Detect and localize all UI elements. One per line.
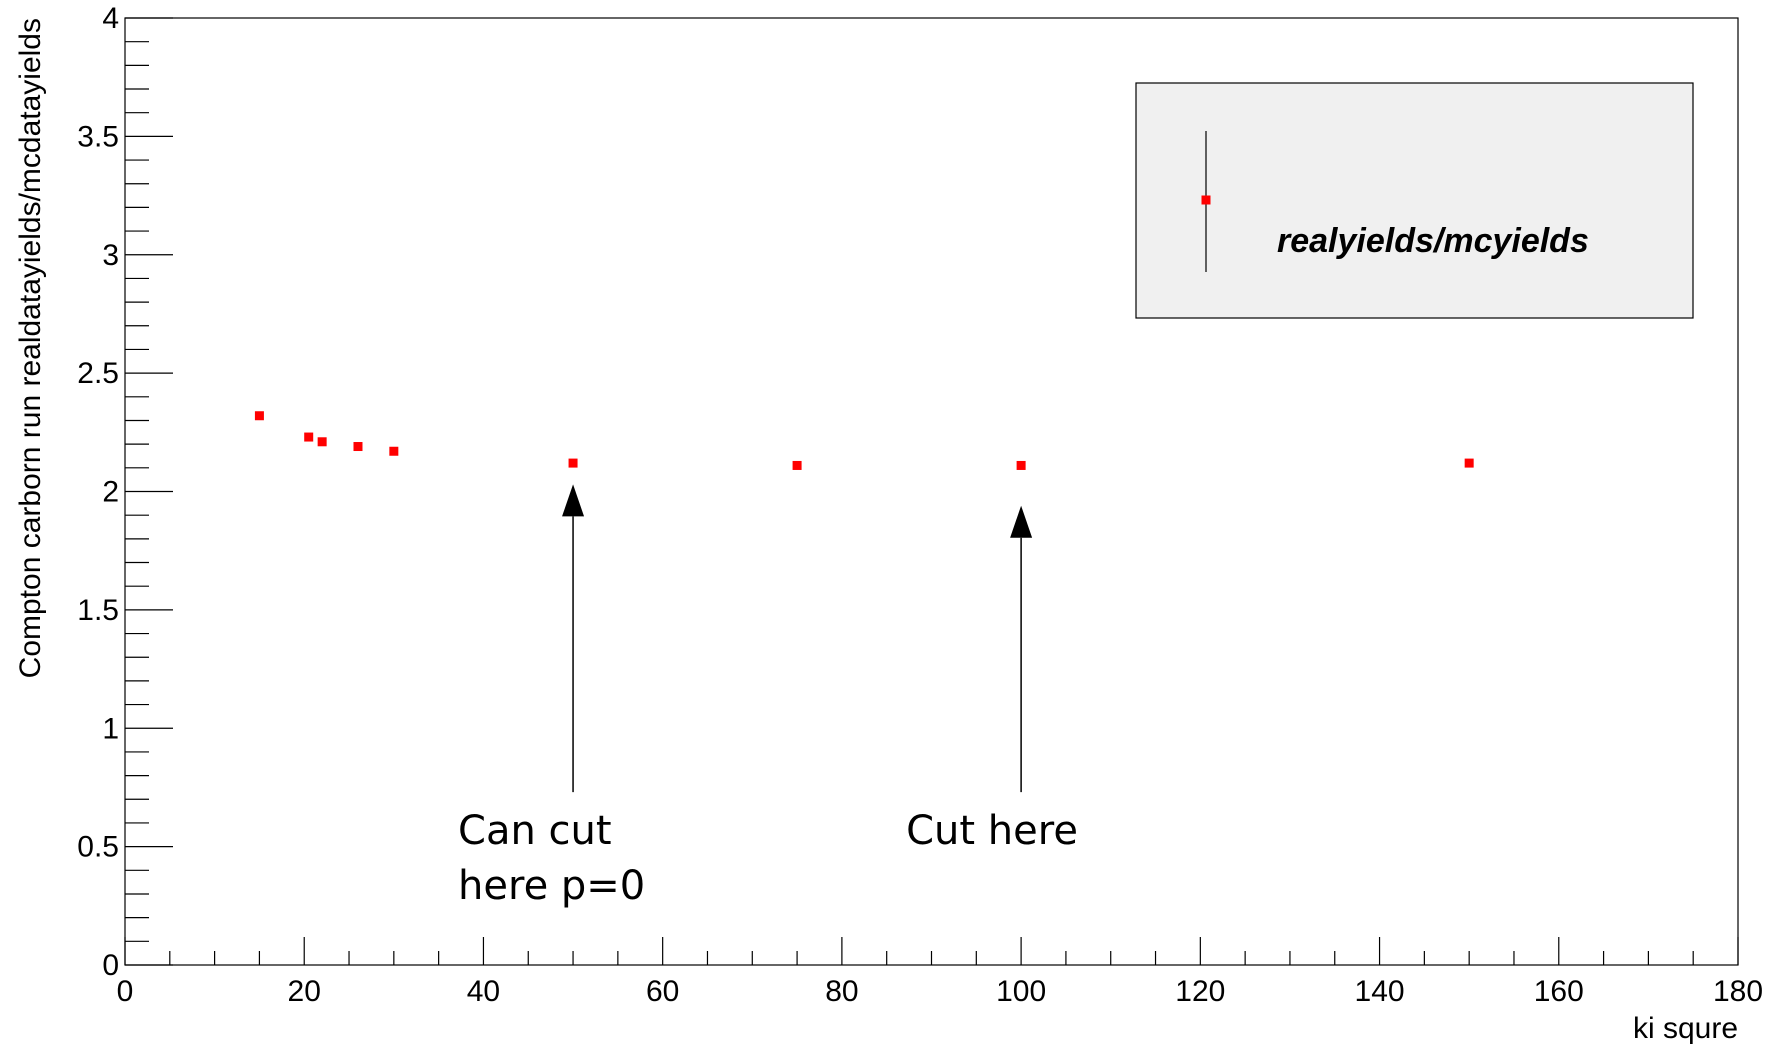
data-points bbox=[254, 411, 1474, 470]
y-tick-label: 2 bbox=[102, 476, 119, 509]
y-tick-label: 4 bbox=[102, 2, 119, 35]
y-axis-title: Compton carborn run realdatayields/mcdat… bbox=[14, 18, 47, 678]
x-tick-label: 20 bbox=[288, 975, 321, 1008]
x-tick-label: 100 bbox=[996, 975, 1046, 1008]
y-tick-label: 3.5 bbox=[77, 120, 119, 153]
y-tick-label: 0.5 bbox=[77, 831, 119, 864]
y-tick-label: 1.5 bbox=[77, 594, 119, 627]
annotation-arrow-head bbox=[562, 484, 585, 517]
data-point bbox=[304, 432, 314, 442]
x-tick-label: 0 bbox=[117, 975, 134, 1008]
y-tick-label: 1 bbox=[102, 712, 119, 745]
data-point bbox=[317, 437, 327, 447]
x-tick-label: 60 bbox=[646, 975, 679, 1008]
data-point bbox=[792, 460, 802, 470]
data-point bbox=[1016, 460, 1026, 470]
x-tick-label: 120 bbox=[1175, 975, 1225, 1008]
x-axis-title: ki squre bbox=[1633, 1012, 1738, 1045]
annotations: Can cut here p=0 Cut here bbox=[458, 484, 1078, 909]
data-point bbox=[568, 458, 578, 468]
x-tick-label: 140 bbox=[1355, 975, 1405, 1008]
annotation-text: Cut here bbox=[906, 808, 1078, 854]
y-tick-label: 2.5 bbox=[77, 357, 119, 390]
x-tick-label: 80 bbox=[825, 975, 858, 1008]
x-axis: 0 20 40 60 80 100 120 140 160 180 bbox=[117, 937, 1763, 1008]
annotation-text: Can cut bbox=[458, 808, 612, 854]
data-point bbox=[254, 411, 264, 421]
y-tick-label: 3 bbox=[102, 239, 119, 272]
legend: realyields/mcyields bbox=[1135, 82, 1694, 319]
x-tick-label: 40 bbox=[467, 975, 500, 1008]
x-tick-label: 180 bbox=[1713, 975, 1763, 1008]
legend-label: realyields/mcyields bbox=[1277, 222, 1589, 260]
legend-box bbox=[1135, 82, 1694, 319]
data-point bbox=[389, 446, 399, 456]
data-point bbox=[353, 442, 363, 452]
data-point bbox=[1464, 458, 1474, 468]
x-tick-label: 160 bbox=[1534, 975, 1584, 1008]
y-axis: 0 0.5 1 1.5 2 2.5 3 3.5 4 bbox=[77, 2, 173, 982]
annotation-arrow-head bbox=[1010, 505, 1033, 538]
annotation-text: here p=0 bbox=[458, 863, 645, 909]
legend-marker bbox=[1201, 195, 1211, 205]
y-tick-label: 0 bbox=[102, 949, 119, 982]
